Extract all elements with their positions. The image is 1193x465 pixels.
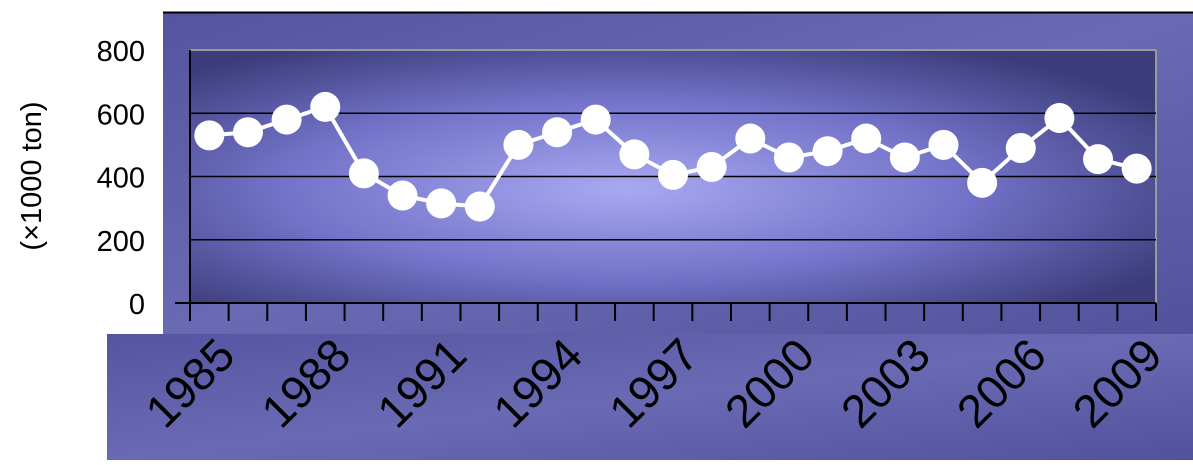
y-tick-label: 800 <box>97 36 145 68</box>
data-point <box>967 167 998 198</box>
data-point <box>658 159 688 190</box>
y-tick-label: 600 <box>97 99 145 131</box>
data-point <box>889 142 920 173</box>
data-point <box>1044 102 1075 133</box>
axes <box>175 50 1157 321</box>
data-point <box>1005 133 1036 164</box>
data-point <box>812 136 843 167</box>
data-point <box>1083 144 1114 175</box>
data-point <box>348 158 379 189</box>
data-point <box>696 152 727 183</box>
data-point <box>426 188 457 219</box>
data-point <box>542 117 573 148</box>
y-tick-label: 200 <box>97 226 145 258</box>
data-point <box>194 120 225 151</box>
data-point <box>619 139 650 170</box>
y-tick-label: 400 <box>97 163 145 195</box>
data-point <box>580 104 611 135</box>
data-point <box>851 123 882 154</box>
data-point <box>735 123 766 154</box>
data-point <box>232 117 263 148</box>
data-point <box>773 142 804 173</box>
outer-panel-lower <box>107 334 1193 460</box>
data-point <box>464 191 495 222</box>
y-tick-labels: 800 600 400 200 0 <box>97 36 145 321</box>
y-tick-label: 0 <box>129 289 145 321</box>
data-point <box>503 129 534 160</box>
data-point <box>387 180 418 211</box>
data-point <box>271 104 302 135</box>
series-line-group <box>194 91 1152 222</box>
data-point <box>1121 153 1152 184</box>
y-axis-label: (×1000 ton) <box>16 101 48 250</box>
data-point <box>310 91 341 122</box>
data-point <box>928 129 959 160</box>
